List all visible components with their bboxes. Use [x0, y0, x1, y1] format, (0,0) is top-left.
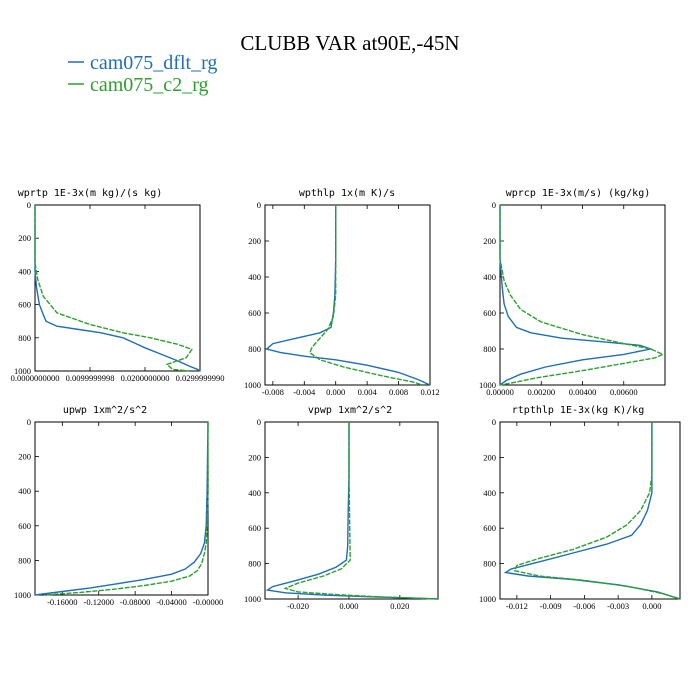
- series-line-dflt: [265, 422, 439, 600]
- y-tick-label: 1000: [244, 380, 261, 390]
- x-tick-label: -0.16000: [47, 597, 77, 607]
- series-line-dflt: [499, 205, 654, 386]
- x-tick-label: 0.012: [420, 387, 439, 397]
- y-tick-label: 800: [483, 559, 496, 569]
- plot-frame: [499, 421, 681, 600]
- y-tick-label: 400: [18, 266, 31, 276]
- x-tick-label: 0.00200: [527, 387, 555, 397]
- panel-4: upwp 1xm^2/s^202004006008001000-0.16000-…: [14, 405, 223, 607]
- panel-3: wprcp 1E-3x(m/s) (kg/kg) 0 200 400 600 800 100…: [479, 188, 666, 397]
- plot-frame: [264, 421, 439, 600]
- y-tick-label: 600: [248, 523, 261, 533]
- y-tick-label: 400: [483, 488, 496, 498]
- y-tick-label: 600: [483, 523, 496, 533]
- legend: cam075_dflt_rg cam075_c2_rg: [68, 52, 217, 96]
- x-tick-label: -0.04000: [156, 597, 186, 607]
- panel-title: rtpthlp 1E-3x(kg K)/kg: [512, 405, 644, 416]
- x-tick-label: 0.000: [339, 601, 358, 611]
- panel-1: wprtp 1E-3x(m kg)/(s kg)0 200 400 600 800 100…: [11, 188, 225, 383]
- plot-frame: [34, 421, 209, 596]
- x-tick-label: 0.000: [642, 601, 661, 611]
- y-tick-label: 600: [18, 521, 31, 531]
- y-tick-label: 0: [257, 417, 261, 427]
- y-tick-label: 400: [248, 488, 261, 498]
- y-tick-label: 1000: [14, 590, 31, 600]
- legend-label-dflt: cam075_dflt_rg: [90, 52, 217, 74]
- series-line-c2: [34, 205, 193, 372]
- x-tick-label: 0.008: [389, 387, 408, 397]
- panel-2: wpthlp 1x(m K)/s 0 200 400 600 800 1000-0.008-…: [244, 188, 440, 397]
- y-tick-label: 400: [248, 272, 261, 282]
- y-tick-label: 0: [257, 200, 261, 210]
- y-tick-label: 200: [18, 233, 31, 243]
- series-line-c2: [513, 422, 681, 600]
- y-tick-label: 0: [492, 200, 496, 210]
- series-line-dflt: [503, 422, 681, 600]
- x-tick-label: -0.009: [540, 601, 562, 611]
- panel-title: wpthlp 1x(m K)/s: [299, 188, 395, 199]
- series-line-c2: [283, 422, 439, 600]
- panel-5: vpwp 1xm^2/s^2 0 200 400 600 800 1000 -0.020 0.0…: [244, 405, 439, 611]
- x-tick-label: 0.00400: [569, 387, 597, 397]
- y-tick-label: 200: [483, 236, 496, 246]
- y-tick-label: 800: [248, 344, 261, 354]
- y-tick-label: 200: [248, 452, 261, 462]
- x-tick-label: -0.003: [607, 601, 629, 611]
- series-line-dflt: [34, 205, 201, 372]
- y-tick-label: 800: [248, 559, 261, 569]
- plot-frame: [34, 204, 201, 372]
- x-tick-label: 0.020: [390, 601, 409, 611]
- x-tick-label: 0.0200000000: [121, 373, 170, 383]
- y-tick-label: 800: [18, 333, 31, 343]
- series-line-c2: [44, 422, 209, 596]
- y-tick-label: 1000: [479, 594, 496, 604]
- x-tick-label: 0.0299999990: [176, 373, 225, 383]
- y-tick-label: 600: [248, 308, 261, 318]
- x-tick-label: -0.12000: [84, 597, 114, 607]
- x-tick-label: -0.00000: [193, 597, 223, 607]
- plot-frame: [264, 204, 431, 386]
- x-tick-label: -0.012: [506, 601, 528, 611]
- panels: wprtp 1E-3x(m kg)/(s kg)0200400600800100…: [11, 188, 681, 611]
- y-tick-label: 400: [18, 486, 31, 496]
- x-tick-label: -0.006: [573, 601, 595, 611]
- y-tick-label: 600: [483, 308, 496, 318]
- y-tick-label: 800: [483, 344, 496, 354]
- y-tick-label: 1000: [14, 366, 31, 376]
- x-tick-label: 0.00000: [486, 387, 514, 397]
- y-tick-label: 600: [18, 300, 31, 310]
- x-tick-label: 0.0000000000: [11, 373, 60, 383]
- y-tick-label: 1000: [479, 380, 496, 390]
- panel-title: wprtp 1E-3x(m kg)/(s kg): [18, 188, 163, 199]
- y-tick-label: 0: [27, 200, 31, 210]
- x-tick-label: 0.004: [358, 387, 378, 397]
- x-tick-label: -0.08000: [120, 597, 150, 607]
- y-tick-label: 1000: [244, 594, 261, 604]
- y-tick-label: 200: [248, 236, 261, 246]
- y-tick-label: 200: [18, 452, 31, 462]
- panel-title: wprcp 1E-3x(m/s) (kg/kg): [506, 188, 651, 199]
- panel-6: rtpthlp 1E-3x(kg K)/kg02004006008001000-…: [479, 405, 681, 611]
- panel-title: vpwp 1xm^2/s^2: [308, 405, 392, 416]
- plot-frame: [499, 204, 666, 386]
- figure-title: CLUBB VAR at90E,-45N: [240, 31, 459, 55]
- panel-title: upwp 1xm^2/s^2: [63, 405, 147, 416]
- y-tick-label: 200: [483, 452, 496, 462]
- series-line-dflt: [34, 421, 209, 596]
- series-line-dflt: [265, 205, 431, 386]
- x-tick-label: -0.008: [262, 387, 284, 397]
- series-line-c2: [499, 205, 665, 386]
- legend-label-c2: cam075_c2_rg: [90, 74, 209, 96]
- y-tick-label: 0: [27, 417, 31, 427]
- x-tick-label: -0.020: [287, 601, 309, 611]
- x-tick-label: 0.00600: [610, 387, 638, 397]
- y-tick-label: 400: [483, 272, 496, 282]
- series-line-c2: [308, 205, 423, 386]
- y-tick-label: 800: [18, 555, 31, 565]
- y-tick-label: 0: [492, 417, 496, 427]
- x-tick-label: 0.0099999998: [66, 373, 115, 383]
- x-tick-label: -0.004: [293, 387, 316, 397]
- x-tick-label: 0.000: [326, 387, 345, 397]
